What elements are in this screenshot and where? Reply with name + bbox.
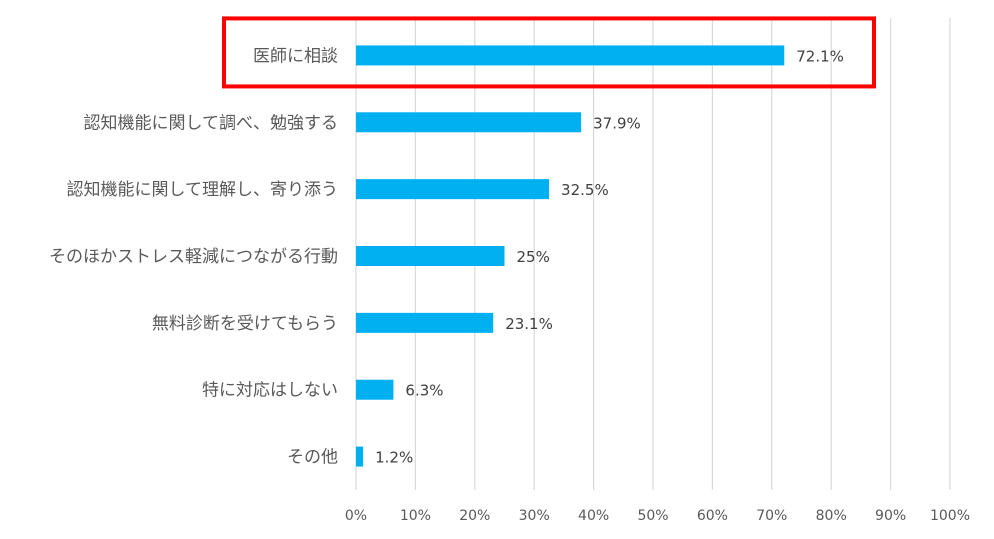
value-label: 32.5% <box>561 181 609 199</box>
bar <box>356 379 394 400</box>
value-label: 72.1% <box>796 47 844 65</box>
category-label: 無料診断を受けてもらう <box>152 314 338 334</box>
value-label: 25% <box>517 248 550 266</box>
value-label: 23.1% <box>505 315 553 333</box>
gridlines <box>355 18 951 490</box>
highlight-box <box>222 16 876 89</box>
x-tick-label: 50% <box>637 508 668 524</box>
category-label: 医師に相談 <box>253 46 338 66</box>
x-tick-label: 60% <box>697 508 728 524</box>
x-tick-label: 80% <box>816 508 847 524</box>
bars <box>356 45 785 467</box>
x-tick-label: 90% <box>875 508 906 524</box>
bar <box>356 312 494 333</box>
bar <box>356 45 785 66</box>
category-label: 認知機能に関して調べ、勉強する <box>84 113 339 133</box>
category-label: そのほかストレス軽減につながる行動 <box>49 247 338 267</box>
x-tick-label: 20% <box>459 508 490 524</box>
value-label: 1.2% <box>375 449 413 467</box>
bar <box>356 246 505 266</box>
category-label: 認知機能に関して理解し、寄り添う <box>67 180 339 200</box>
value-label: 37.9% <box>593 114 641 132</box>
labels: 医師に相談 72.1% 認知機能に関して調べ、勉強する 37.9% 認知機能に関して理解… <box>49 46 844 467</box>
bar <box>356 179 550 200</box>
bar <box>356 446 364 467</box>
category-label: その他 <box>287 448 338 468</box>
value-label: 6.3% <box>405 382 443 400</box>
highlight-box-layer <box>222 16 876 89</box>
x-tick-label: 70% <box>756 508 787 524</box>
x-tick-label: 30% <box>519 508 550 524</box>
bar <box>356 112 582 133</box>
category-label: 特に対応はしない <box>202 381 338 401</box>
x-tick-label: 100% <box>930 508 970 524</box>
x-tick-label: 0% <box>345 508 367 524</box>
x-axis-ticks: 0% 10% 20% 30% 40% 50% 60% 70% 80% 90% 100% <box>345 508 970 524</box>
x-tick-label: 10% <box>400 508 431 524</box>
x-tick-label: 40% <box>578 508 609 524</box>
